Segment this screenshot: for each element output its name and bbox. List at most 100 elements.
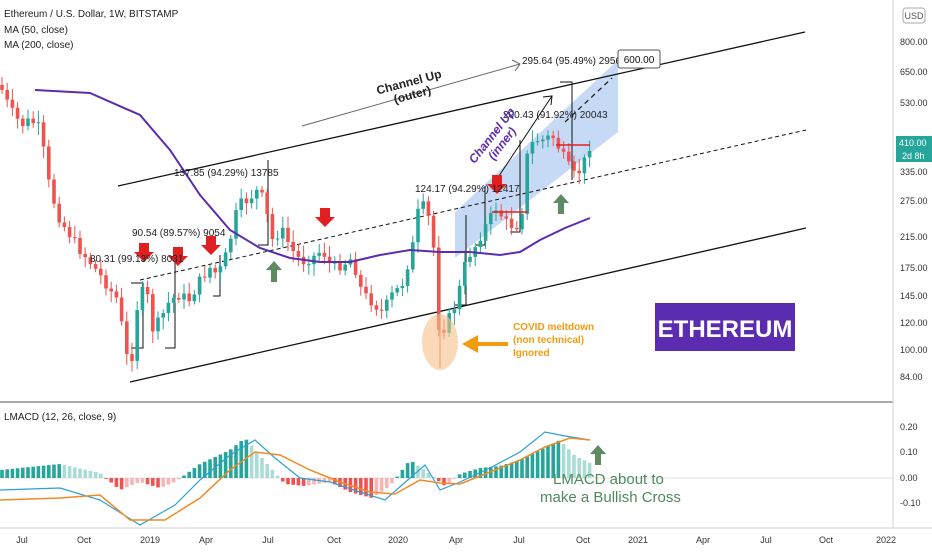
- candle: [177, 292, 181, 303]
- histogram-bar: [483, 467, 488, 478]
- histogram-bar: [114, 478, 119, 487]
- histogram-bar: [473, 469, 477, 478]
- histogram-bar: [567, 449, 571, 478]
- outer-channel-bottom: [129, 227, 807, 383]
- candle-body: [203, 276, 207, 278]
- candle: [359, 270, 363, 296]
- histogram-bar: [468, 471, 472, 478]
- measure-label-3: 137.85 (94.29%) 13785: [174, 168, 279, 179]
- time-axis[interactable]: Jul Oct 2019 Apr Jul Oct 2020 Apr Jul Oct 2021 Apr J…: [16, 535, 896, 545]
- histogram-bar: [405, 463, 410, 478]
- time-tick-label: Jul: [513, 535, 525, 545]
- histogram-bar: [515, 460, 519, 478]
- histogram-bar: [197, 464, 202, 478]
- candle-body: [468, 256, 472, 262]
- candle-body: [171, 297, 176, 303]
- candle-body: [572, 161, 576, 171]
- candle-body: [359, 274, 363, 287]
- candle-body: [338, 262, 342, 271]
- candle: [322, 242, 327, 265]
- candle: [405, 265, 410, 293]
- candle: [10, 88, 15, 117]
- histogram-bar: [135, 478, 139, 484]
- histogram-bar: [353, 478, 358, 494]
- histogram-bar: [587, 462, 592, 478]
- candle: [140, 281, 145, 317]
- candle: [187, 282, 191, 307]
- candle-body: [239, 198, 243, 211]
- candle: [504, 209, 509, 230]
- histogram-bar: [161, 478, 165, 487]
- candle-body: [192, 294, 197, 302]
- candle-body: [88, 257, 93, 265]
- histogram-bar: [556, 440, 561, 478]
- candle-body: [47, 146, 51, 180]
- candle: [145, 280, 150, 304]
- candle: [379, 298, 384, 319]
- candle-body: [509, 218, 514, 228]
- histogram-bar: [504, 464, 509, 478]
- lmacd-signal-line: [0, 437, 591, 521]
- candle: [109, 281, 113, 303]
- histogram-bar: [364, 478, 368, 497]
- candle-body: [156, 317, 160, 332]
- histogram-bar: [78, 468, 82, 478]
- histogram-bar: [171, 478, 176, 483]
- candle-body: [535, 141, 540, 143]
- candle-body: [489, 213, 493, 225]
- candle-body: [416, 208, 420, 243]
- histogram-bar: [67, 466, 72, 478]
- candle: [312, 252, 316, 276]
- candle: [104, 269, 108, 296]
- covid-arrow-icon: [462, 335, 508, 353]
- candle-body: [99, 268, 103, 276]
- candle-body: [83, 253, 87, 258]
- candle: [208, 264, 212, 284]
- histogram-bar: [109, 478, 113, 483]
- candle-body: [67, 227, 72, 238]
- candle-body: [561, 148, 566, 152]
- histogram-bar: [10, 468, 15, 478]
- candle-body: [223, 252, 228, 267]
- candle: [421, 193, 425, 215]
- candle: [561, 141, 566, 159]
- candle: [197, 273, 202, 303]
- time-tick-label: 2022: [876, 535, 896, 545]
- candle: [52, 173, 56, 209]
- symbol-title: Ethereum / U.S. Dollar, 1W, BITSTAMP: [4, 9, 179, 20]
- candle: [525, 150, 529, 221]
- candle: [166, 291, 171, 322]
- candle-body: [374, 305, 379, 310]
- candle: [457, 279, 462, 316]
- histogram-bar: [551, 443, 555, 478]
- candle-body: [135, 309, 139, 361]
- ethereum-badge: ETHEREUM: [655, 303, 795, 351]
- time-tick-label: 2020: [388, 535, 408, 545]
- candle: [426, 196, 431, 226]
- candle-body: [244, 198, 249, 204]
- candle: [546, 130, 550, 148]
- candle-body: [307, 264, 311, 266]
- histogram-bar: [561, 443, 566, 478]
- candle: [229, 234, 233, 259]
- histogram-bar: [31, 466, 35, 478]
- candle-body: [182, 293, 186, 300]
- candle: [26, 109, 30, 131]
- histogram-bar: [255, 451, 259, 478]
- price-tick-label: 800.00: [900, 37, 928, 47]
- candle: [353, 251, 358, 279]
- candle: [62, 216, 67, 232]
- lmacd-note: LMACD about to make a Bullish Cross: [540, 471, 681, 506]
- candle: [161, 309, 165, 330]
- candle-body: [10, 99, 15, 108]
- candle-body: [114, 291, 119, 298]
- candle-body: [312, 255, 316, 265]
- histogram-bar: [104, 478, 108, 479]
- currency-button[interactable]: USD: [902, 7, 926, 24]
- svg-text:Ignored: Ignored: [513, 348, 550, 359]
- candle-body: [322, 252, 327, 257]
- candle: [291, 230, 295, 262]
- svg-text:USD: USD: [904, 11, 924, 21]
- histogram-bar: [301, 478, 306, 486]
